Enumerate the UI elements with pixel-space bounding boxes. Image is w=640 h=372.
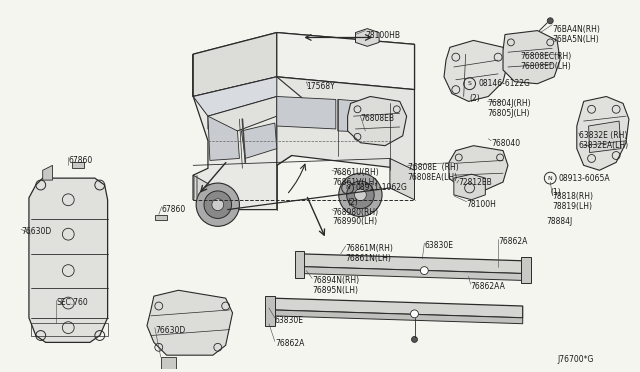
Text: 768040: 768040 — [492, 139, 520, 148]
Text: 17568Y: 17568Y — [307, 82, 335, 91]
Circle shape — [212, 199, 224, 211]
Polygon shape — [155, 215, 166, 221]
Circle shape — [347, 181, 374, 209]
Polygon shape — [276, 96, 336, 129]
Text: 76862A: 76862A — [498, 237, 527, 246]
Circle shape — [355, 189, 366, 201]
Text: 76895N(LH): 76895N(LH) — [312, 286, 358, 295]
Text: (1): (1) — [550, 188, 561, 197]
Circle shape — [339, 173, 382, 217]
Polygon shape — [265, 296, 275, 326]
Text: S: S — [468, 81, 472, 86]
Circle shape — [547, 18, 553, 24]
Polygon shape — [193, 33, 276, 96]
Polygon shape — [161, 357, 177, 369]
Text: 768980(RH): 768980(RH) — [332, 208, 378, 217]
Polygon shape — [449, 146, 508, 190]
Polygon shape — [503, 31, 560, 84]
Text: 63832E (RH): 63832E (RH) — [579, 131, 627, 140]
Text: 76862A: 76862A — [275, 339, 304, 349]
Text: 76861V(LH): 76861V(LH) — [332, 178, 377, 187]
Polygon shape — [390, 158, 415, 200]
Circle shape — [412, 337, 417, 342]
Polygon shape — [294, 251, 305, 279]
Text: J76700*G: J76700*G — [557, 355, 593, 364]
Polygon shape — [193, 77, 276, 116]
Polygon shape — [193, 33, 415, 96]
Text: 08911-1062G: 08911-1062G — [355, 183, 408, 192]
Polygon shape — [276, 77, 415, 170]
Text: 78100H: 78100H — [467, 200, 497, 209]
Text: SEC.760: SEC.760 — [56, 298, 88, 307]
Text: 76894N(RH): 76894N(RH) — [312, 276, 359, 285]
Text: (2): (2) — [470, 93, 481, 103]
Polygon shape — [348, 96, 406, 146]
Text: 76BA4N(RH): 76BA4N(RH) — [552, 25, 600, 34]
Polygon shape — [276, 33, 415, 90]
Polygon shape — [521, 257, 531, 283]
Polygon shape — [208, 116, 239, 160]
Text: N: N — [345, 186, 350, 190]
Text: 08913-6065A: 08913-6065A — [558, 174, 610, 183]
Polygon shape — [272, 298, 523, 318]
Text: 63830E: 63830E — [424, 241, 453, 250]
Text: N: N — [548, 176, 552, 181]
Polygon shape — [355, 29, 379, 46]
Text: 78819(LH): 78819(LH) — [552, 202, 592, 211]
Text: 76808EB: 76808EB — [360, 114, 394, 123]
Polygon shape — [193, 54, 292, 209]
Text: 78818(RH): 78818(RH) — [552, 192, 593, 201]
Text: 67860: 67860 — [162, 205, 186, 214]
Text: 768990(LH): 768990(LH) — [332, 218, 377, 227]
Text: 76630D: 76630D — [155, 326, 185, 335]
Text: (2): (2) — [348, 198, 358, 207]
Polygon shape — [193, 77, 307, 119]
Polygon shape — [29, 178, 108, 342]
Text: 76630D: 76630D — [21, 227, 51, 236]
Circle shape — [411, 310, 419, 318]
Circle shape — [420, 267, 428, 275]
Text: 63832EA(LH): 63832EA(LH) — [579, 141, 629, 150]
Polygon shape — [454, 174, 485, 200]
Text: 67860: 67860 — [68, 155, 93, 164]
Polygon shape — [241, 123, 276, 158]
Polygon shape — [147, 290, 232, 355]
Text: 63830E: 63830E — [275, 316, 304, 325]
Text: 78100HB: 78100HB — [365, 31, 401, 39]
Polygon shape — [272, 310, 523, 324]
Polygon shape — [301, 254, 523, 273]
Text: 76861U(RH): 76861U(RH) — [332, 168, 379, 177]
Text: 72812EB: 72812EB — [459, 178, 493, 187]
Bar — [31, 323, 108, 337]
Circle shape — [204, 191, 232, 218]
Text: 76BA5N(LH): 76BA5N(LH) — [552, 35, 599, 44]
Text: 78884J: 78884J — [547, 218, 573, 227]
Polygon shape — [301, 267, 523, 280]
Text: 08146-6122G: 08146-6122G — [479, 79, 531, 88]
Text: 76804J(RH): 76804J(RH) — [487, 99, 531, 109]
Text: 76805J(LH): 76805J(LH) — [487, 109, 530, 118]
Polygon shape — [193, 175, 228, 209]
Text: 76808E  (RH): 76808E (RH) — [408, 163, 458, 172]
Text: 76808EC(RH): 76808EC(RH) — [521, 52, 572, 61]
Text: 76861N(LH): 76861N(LH) — [346, 254, 392, 263]
Text: 76862AA: 76862AA — [470, 282, 506, 291]
Polygon shape — [589, 121, 621, 153]
Text: 76808ED(LH): 76808ED(LH) — [521, 62, 572, 71]
Text: 76861M(RH): 76861M(RH) — [346, 244, 394, 253]
Circle shape — [196, 183, 239, 226]
Polygon shape — [208, 96, 276, 131]
Polygon shape — [444, 41, 508, 102]
Polygon shape — [577, 96, 629, 170]
Polygon shape — [43, 165, 52, 180]
Polygon shape — [72, 163, 84, 168]
Polygon shape — [338, 99, 390, 133]
Text: 76808EA(LH): 76808EA(LH) — [408, 173, 458, 182]
